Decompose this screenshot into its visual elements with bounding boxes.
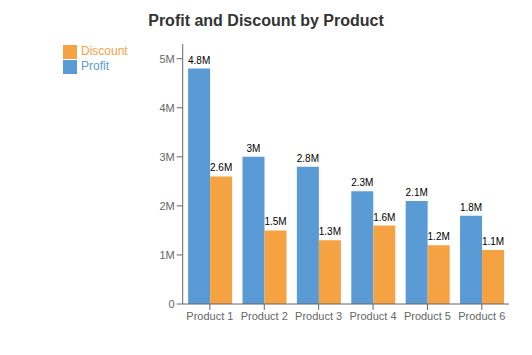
svg-text:2.1M: 2.1M bbox=[406, 187, 428, 198]
svg-text:1.6M: 1.6M bbox=[373, 212, 395, 223]
svg-text:1.3M: 1.3M bbox=[319, 226, 341, 237]
svg-text:4M: 4M bbox=[159, 102, 174, 114]
svg-text:Product 4: Product 4 bbox=[349, 310, 396, 322]
html-text:Profit and Discount by Product: Profit and Discount by Product bbox=[148, 12, 384, 29]
svg-text:0: 0 bbox=[169, 298, 175, 310]
svg-text:2.6M: 2.6M bbox=[210, 162, 232, 173]
svg-text:3M: 3M bbox=[247, 143, 261, 154]
svg-text:Product 1: Product 1 bbox=[186, 310, 233, 322]
html-text:Discount: Discount bbox=[81, 44, 128, 58]
svg-text:5M: 5M bbox=[159, 53, 174, 65]
svg-text:2.3M: 2.3M bbox=[351, 177, 373, 188]
svg-text:3M: 3M bbox=[159, 151, 174, 163]
svg-text:1M: 1M bbox=[159, 249, 174, 261]
svg-text:4.8M: 4.8M bbox=[188, 55, 210, 66]
svg-text:Product 3: Product 3 bbox=[295, 310, 342, 322]
svg-text:2M: 2M bbox=[159, 200, 174, 212]
svg-text:Product 6: Product 6 bbox=[458, 310, 505, 322]
svg-text:1.1M: 1.1M bbox=[482, 236, 504, 247]
svg-text:Product 5: Product 5 bbox=[404, 310, 451, 322]
html-text:Profit: Profit bbox=[81, 58, 109, 73]
svg-text:2.8M: 2.8M bbox=[297, 153, 319, 164]
svg-text:1.5M: 1.5M bbox=[264, 216, 286, 227]
svg-text:1.8M: 1.8M bbox=[460, 202, 482, 213]
svg-text:Product 2: Product 2 bbox=[241, 310, 288, 322]
svg-text:1.2M: 1.2M bbox=[428, 231, 450, 242]
